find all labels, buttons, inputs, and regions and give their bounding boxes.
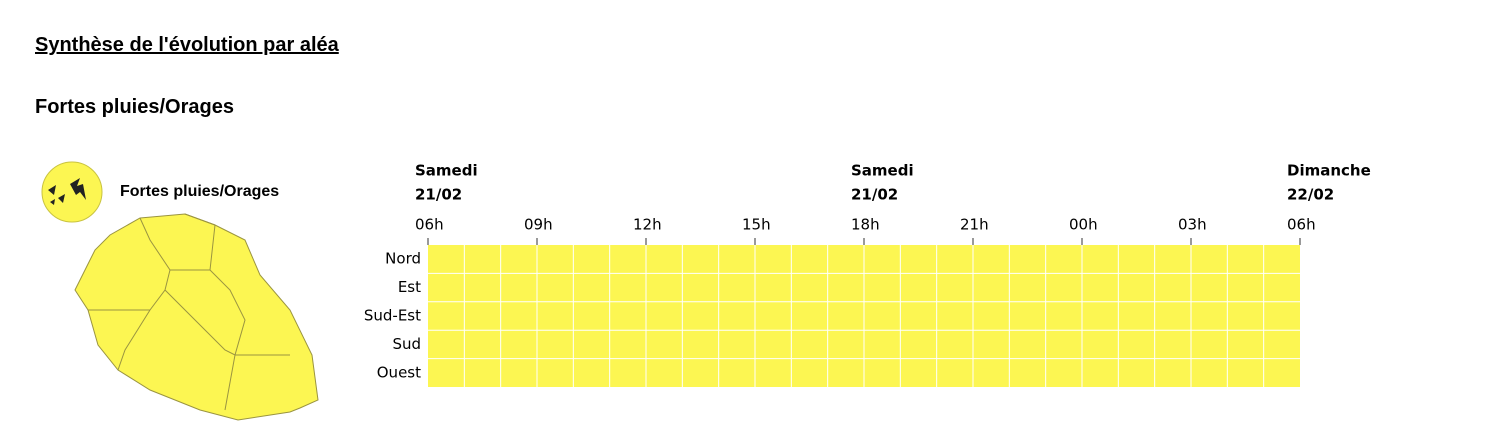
zone-label: Sud bbox=[392, 335, 421, 353]
page-title: Synthèse de l'évolution par aléa bbox=[35, 34, 339, 56]
legend-icon bbox=[41, 161, 103, 223]
zone-label: Ouest bbox=[377, 363, 421, 381]
hour-label: 18h bbox=[851, 216, 880, 234]
date-label: 21/02 bbox=[851, 186, 898, 204]
region-map bbox=[74, 213, 319, 421]
day-label: Samedi bbox=[851, 162, 914, 180]
hour-label: 21h bbox=[960, 216, 989, 234]
timeline-chart: Fortes pluies/Orages 06h 09h 12h 15h 18h 21h 0… bbox=[41, 161, 1371, 421]
hour-label: 00h bbox=[1069, 216, 1098, 234]
legend-label: Fortes pluies/Orages bbox=[120, 183, 279, 200]
day-label: Dimanche bbox=[1287, 162, 1371, 180]
hour-label: 03h bbox=[1178, 216, 1207, 234]
hour-label: 09h bbox=[524, 216, 553, 234]
date-label: 22/02 bbox=[1287, 186, 1334, 204]
hour-label: 15h bbox=[742, 216, 771, 234]
section-title: Fortes pluies/Orages bbox=[35, 96, 234, 118]
date-label: 21/02 bbox=[415, 186, 462, 204]
zone-label: Est bbox=[398, 278, 421, 296]
day-label: Samedi bbox=[415, 162, 478, 180]
hour-label: 06h bbox=[1287, 216, 1316, 234]
hour-label: 12h bbox=[633, 216, 662, 234]
zone-label: Sud-Est bbox=[364, 307, 421, 325]
hour-label: 06h bbox=[415, 216, 444, 234]
zone-label: Nord bbox=[385, 250, 421, 268]
